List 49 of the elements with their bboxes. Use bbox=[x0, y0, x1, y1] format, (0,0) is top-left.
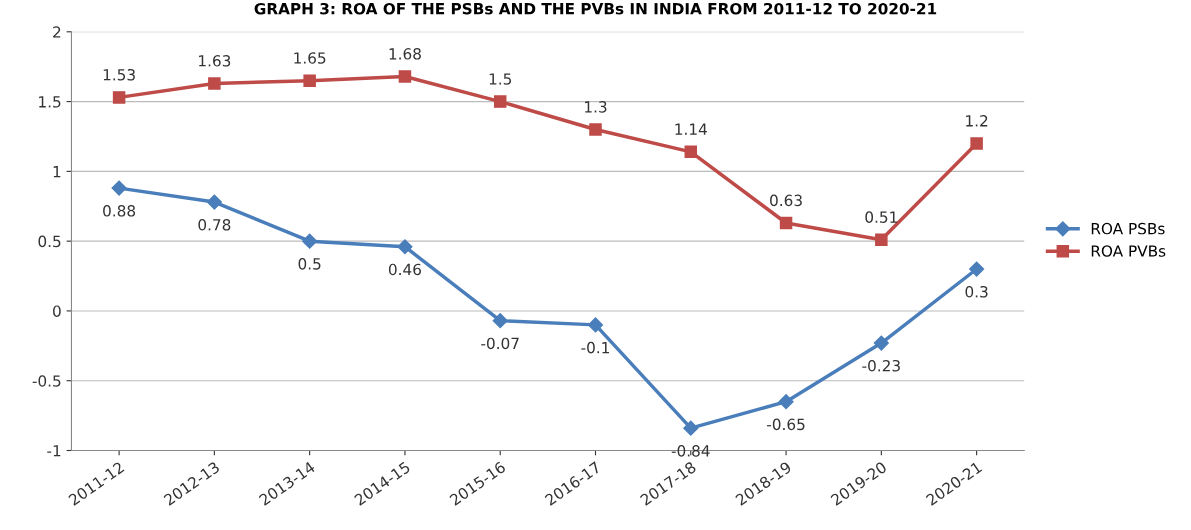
data-label: -0.23 bbox=[862, 359, 900, 372]
data-label: 1.2 bbox=[966, 115, 988, 127]
data-label: 0.3 bbox=[965, 286, 988, 298]
data-label: 0.78 bbox=[198, 219, 231, 231]
point bbox=[970, 137, 983, 150]
point bbox=[875, 233, 888, 247]
data-label: 1.68 bbox=[389, 48, 421, 60]
data-label: 1.65 bbox=[294, 52, 326, 64]
data-label: 0.63 bbox=[770, 194, 802, 207]
point bbox=[587, 317, 604, 333]
point bbox=[303, 74, 316, 87]
point bbox=[397, 239, 413, 255]
point bbox=[492, 313, 508, 329]
point bbox=[208, 77, 221, 90]
point bbox=[873, 335, 889, 351]
data-label: 1.63 bbox=[199, 55, 231, 67]
point bbox=[302, 233, 318, 249]
point bbox=[683, 420, 699, 436]
y-tick-label: 1.5 bbox=[39, 96, 61, 108]
y-tick-label: 0 bbox=[53, 305, 61, 317]
data-label: -0.07 bbox=[481, 337, 519, 350]
data-label: 0.5 bbox=[298, 258, 321, 270]
point bbox=[589, 123, 602, 136]
point bbox=[206, 194, 222, 210]
y-tick-label: -1 bbox=[47, 445, 61, 457]
data-label: 1.5 bbox=[489, 73, 512, 85]
data-label: -0.65 bbox=[767, 418, 805, 431]
point bbox=[398, 70, 412, 83]
point bbox=[969, 261, 985, 277]
data-label: 0.51 bbox=[865, 211, 897, 223]
data-label: -0.1 bbox=[581, 341, 609, 354]
y-tick-label: 1 bbox=[53, 166, 61, 178]
data-label: 0.88 bbox=[103, 205, 136, 217]
y-tick-label: -0.5 bbox=[32, 375, 61, 387]
point bbox=[684, 145, 698, 159]
point bbox=[111, 180, 127, 196]
data-label: 1.53 bbox=[103, 68, 135, 81]
point bbox=[779, 216, 793, 230]
y-tick-label: 0.5 bbox=[38, 235, 61, 248]
legend-label: ROA PVBs bbox=[1091, 245, 1166, 257]
data-label: 1.3 bbox=[585, 101, 607, 113]
legend-label: ROA PSBs bbox=[1091, 222, 1165, 235]
point bbox=[778, 394, 794, 410]
chart-title: GRAPH 3: ROA OF THE PSBs AND THE PVBs IN INDIA FROM 2011-12 TO 2020-21 bbox=[254, 2, 937, 15]
y-tick-label: 2 bbox=[53, 26, 61, 38]
data-label: 1.14 bbox=[675, 123, 707, 135]
point bbox=[493, 95, 507, 108]
point bbox=[112, 91, 126, 104]
data-label: 0.46 bbox=[388, 263, 421, 276]
